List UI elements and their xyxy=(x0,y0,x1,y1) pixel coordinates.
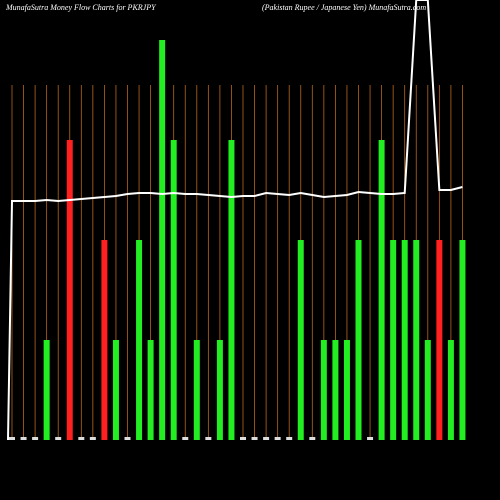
bar xyxy=(89,437,96,440)
bar xyxy=(413,240,420,440)
bar xyxy=(355,240,362,440)
bar xyxy=(297,240,304,440)
bar xyxy=(124,437,131,440)
bar xyxy=(205,437,212,440)
bar xyxy=(378,140,385,440)
bar xyxy=(401,240,408,440)
bar xyxy=(228,140,235,440)
bar xyxy=(309,437,316,440)
bar xyxy=(286,437,293,440)
bar xyxy=(66,140,73,440)
bar xyxy=(216,340,223,440)
bar xyxy=(9,437,15,440)
money-flow-line xyxy=(7,0,463,441)
bar xyxy=(320,340,327,440)
bar xyxy=(459,240,466,440)
bar xyxy=(32,437,39,440)
bar xyxy=(447,340,454,440)
chart-title: MunafaSutra Money Flow Charts for PKRJPY xyxy=(5,3,157,12)
bar xyxy=(20,437,27,440)
bar xyxy=(251,437,258,440)
bar xyxy=(55,437,62,440)
bar xyxy=(43,340,50,440)
bar xyxy=(274,437,281,440)
bar xyxy=(147,340,154,440)
bar xyxy=(263,437,270,440)
chart-subtitle: (Pakistan Rupee / Japanese Yen) MunafaSu… xyxy=(262,3,426,12)
bar xyxy=(101,240,108,440)
bar xyxy=(136,240,143,440)
bar xyxy=(159,40,166,440)
bar xyxy=(240,437,246,440)
bar xyxy=(424,340,431,440)
bar xyxy=(112,340,119,440)
bar xyxy=(78,437,85,440)
bar xyxy=(436,240,443,440)
bar xyxy=(390,240,397,440)
bar xyxy=(332,340,339,440)
bar xyxy=(367,437,374,440)
bar xyxy=(170,140,177,440)
bar xyxy=(343,340,350,440)
bar xyxy=(193,340,200,440)
bar xyxy=(182,437,189,440)
